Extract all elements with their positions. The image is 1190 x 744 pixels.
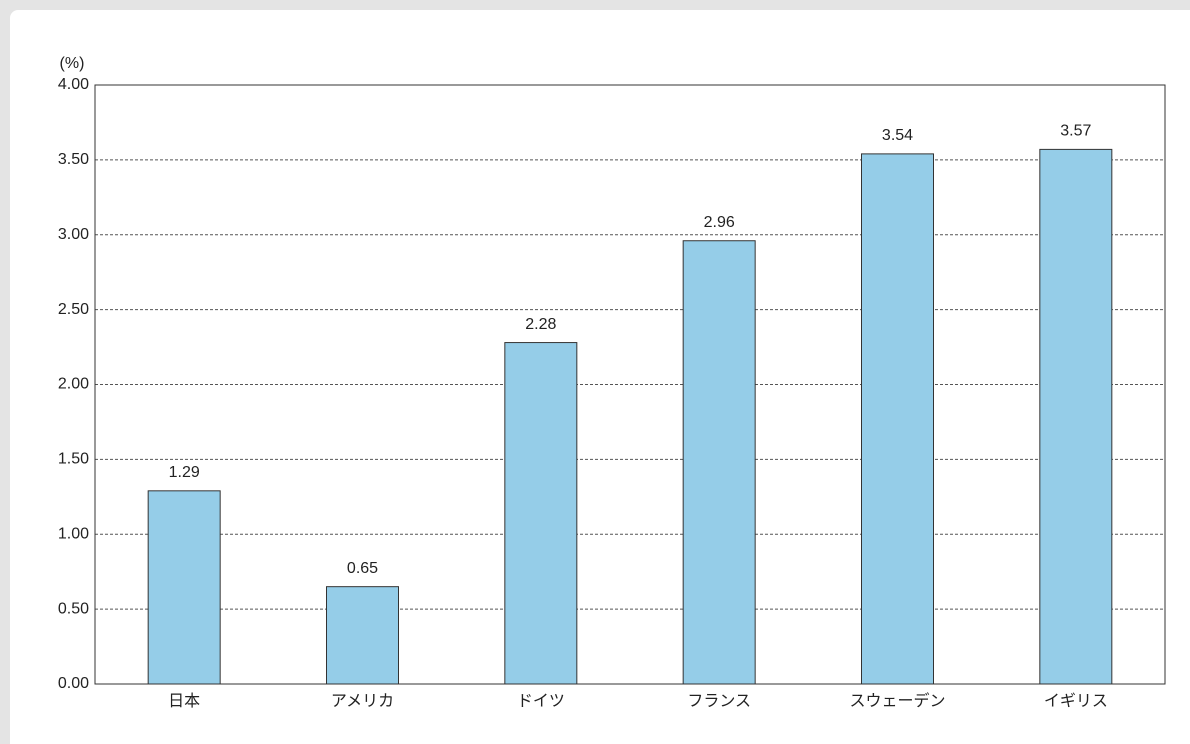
y-tick-label: 1.00 xyxy=(58,525,89,542)
y-axis-label: (%) xyxy=(60,55,85,72)
bar xyxy=(682,240,756,685)
x-tick-label: アメリカ xyxy=(331,693,394,710)
data-label: 0.65 xyxy=(347,560,378,577)
bar xyxy=(504,342,578,685)
y-tick-label: 3.50 xyxy=(58,151,89,168)
bar xyxy=(861,153,934,685)
y-tick-label: 1.50 xyxy=(58,451,89,468)
data-label: 3.57 xyxy=(1060,123,1091,140)
y-tick-label: 2.00 xyxy=(58,376,89,393)
bar xyxy=(326,586,399,685)
data-label: 2.28 xyxy=(525,316,556,333)
plot-frame xyxy=(94,84,1166,685)
x-tick-label: イギリス xyxy=(1044,692,1108,710)
y-tick-label: 3.00 xyxy=(58,226,89,243)
data-label: 3.54 xyxy=(882,127,913,144)
x-tick-label: 日本 xyxy=(168,692,200,710)
y-tick-label: 0.50 xyxy=(58,600,89,617)
data-label: 1.29 xyxy=(169,464,200,481)
bar xyxy=(147,490,221,685)
y-tick-label: 4.00 xyxy=(58,76,89,93)
data-label: 2.96 xyxy=(704,214,735,231)
x-tick-label: ドイツ xyxy=(517,693,565,710)
x-tick-label: スウェーデン xyxy=(849,691,945,710)
bar xyxy=(1039,148,1113,685)
y-tick-label: 2.50 xyxy=(58,301,89,318)
y-tick-label: 0.00 xyxy=(58,675,89,692)
x-tick-label: フランス xyxy=(687,693,751,710)
